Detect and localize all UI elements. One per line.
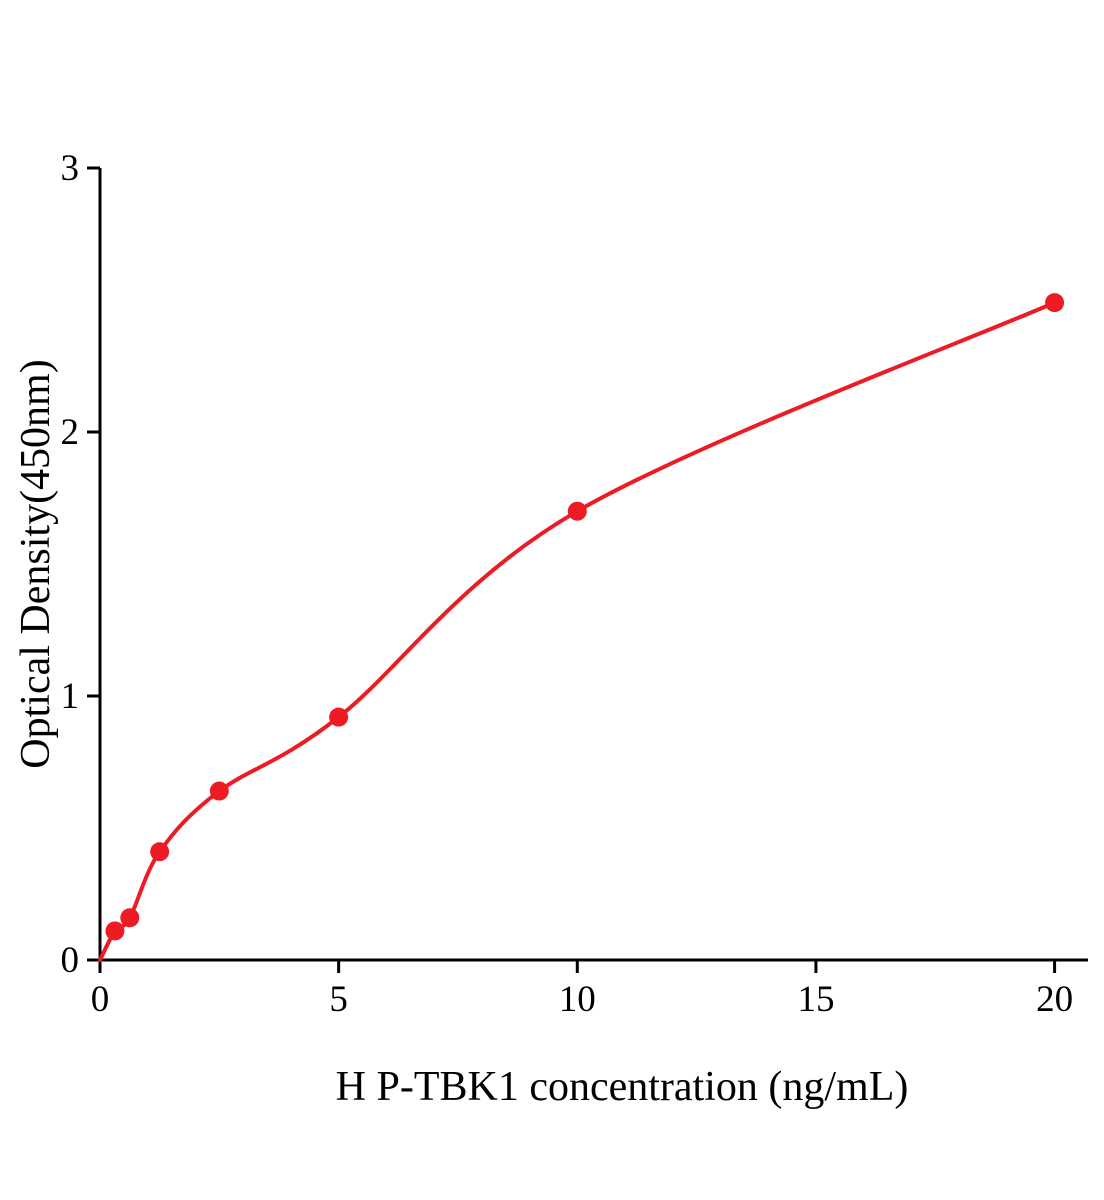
- y-tick-label: 0: [61, 940, 80, 981]
- data-point: [150, 842, 170, 862]
- y-tick-label: 3: [61, 148, 80, 189]
- fit-curve: [98, 300, 1057, 962]
- data-point: [105, 921, 125, 941]
- data-point: [567, 501, 587, 521]
- x-tick-label: 0: [91, 979, 110, 1020]
- x-tick-label: 15: [797, 979, 834, 1020]
- data-point: [329, 707, 349, 727]
- y-tick-label: 2: [61, 412, 80, 453]
- x-tick-label: 10: [559, 979, 596, 1020]
- y-tick-label: 1: [61, 676, 80, 717]
- data-point: [1045, 293, 1065, 313]
- x-tick-label: 20: [1036, 979, 1073, 1020]
- x-tick-label: 5: [329, 979, 348, 1020]
- data-point: [209, 781, 229, 801]
- y-axis-title: Optical Density(450nm): [13, 359, 59, 769]
- x-axis-title: H P-TBK1 concentration (ng/mL): [335, 1064, 909, 1110]
- data-point: [120, 908, 140, 928]
